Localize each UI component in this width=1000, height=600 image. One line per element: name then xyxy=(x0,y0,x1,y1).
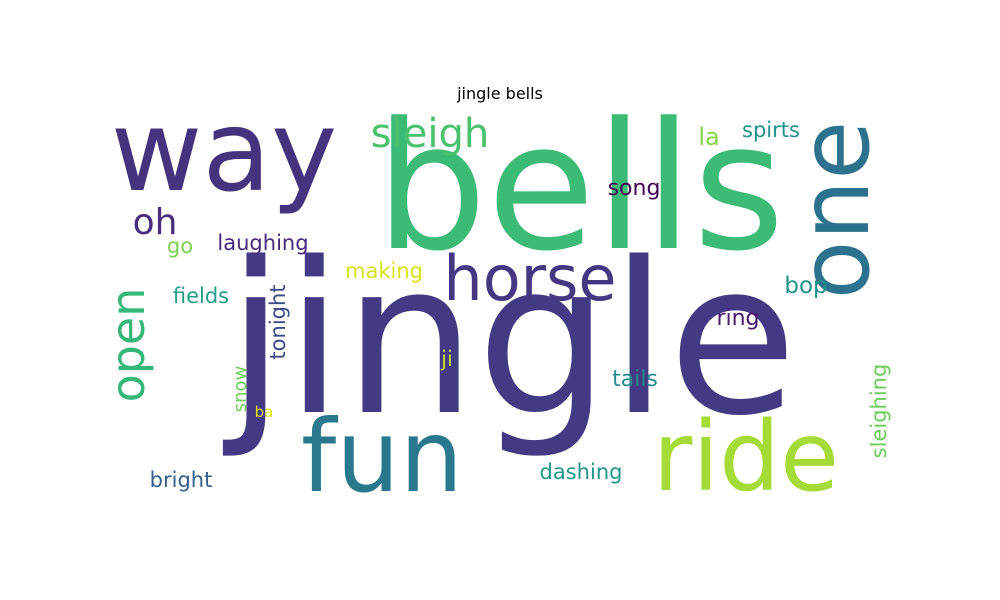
word-song: song xyxy=(608,176,661,201)
word-making: making xyxy=(345,259,423,283)
word-tails: tails xyxy=(612,367,658,392)
word-sleigh: sleigh xyxy=(371,111,489,157)
word-la: la xyxy=(698,123,719,151)
word-ba: ba xyxy=(255,403,274,421)
word-bells: bells xyxy=(375,85,785,290)
word-oh: oh xyxy=(133,202,178,243)
word-jingle: jingle xyxy=(223,217,798,462)
word-bright: bright xyxy=(150,468,213,492)
word-fun: fun xyxy=(301,398,463,515)
word-spirts: spirts xyxy=(742,118,800,142)
word-horse: horse xyxy=(443,242,616,315)
word-bop: bop xyxy=(784,273,827,299)
word-dashing: dashing xyxy=(540,460,623,484)
word-laughing: laughing xyxy=(217,231,308,255)
word-way: way xyxy=(111,87,338,217)
word-tonight: tonight xyxy=(266,284,290,359)
word-ring: ring xyxy=(716,306,759,331)
word-one: one xyxy=(779,121,891,300)
word-snow: snow xyxy=(230,366,251,413)
word-open: open xyxy=(101,288,155,403)
word-go: go xyxy=(167,234,193,258)
chart-title: jingle bells xyxy=(457,84,543,103)
word-fields: fields xyxy=(173,284,229,308)
word-ji: ji xyxy=(440,347,453,371)
word-sleighing: sleighing xyxy=(867,364,891,459)
word-ride: ride xyxy=(653,401,839,513)
